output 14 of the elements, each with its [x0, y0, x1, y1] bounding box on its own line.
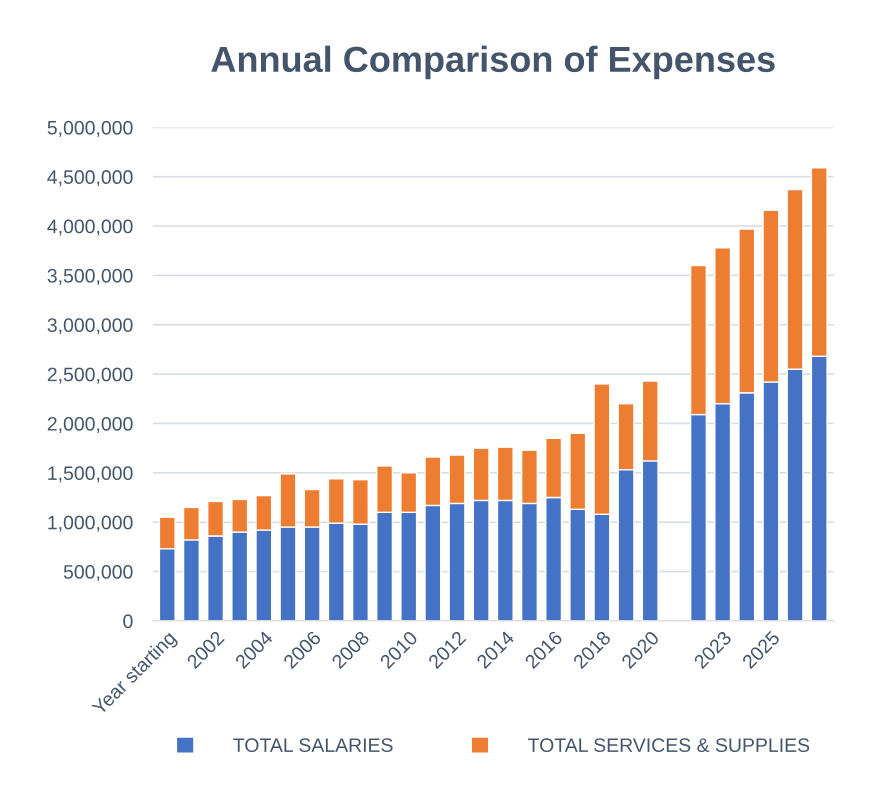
y-tick-label: 4,500,000 [47, 170, 133, 186]
y-tick-label: 3,500,000 [48, 268, 133, 285]
legend-label: TOTAL SALARIES [233, 738, 393, 752]
y-tick-label: 2,000,000 [48, 416, 133, 434]
y-tick-label: 4,000,000 [47, 220, 133, 236]
y-tick-label: 1,500,000 [48, 466, 133, 482]
chart-title: Annual Comparison of Expenses [211, 46, 775, 80]
y-tick-label: 3,000,000 [48, 318, 133, 334]
y-tick-label: 1,000,000 [48, 516, 133, 532]
y-tick-label: 0 [123, 614, 133, 628]
y-tick-label: 2,500,000 [48, 368, 133, 384]
y-tick-label: 5,000,000 [48, 120, 133, 137]
y-tick-label: 500,000 [64, 564, 133, 582]
legend-label: TOTAL SERVICES & SUPPLIES [528, 738, 810, 752]
